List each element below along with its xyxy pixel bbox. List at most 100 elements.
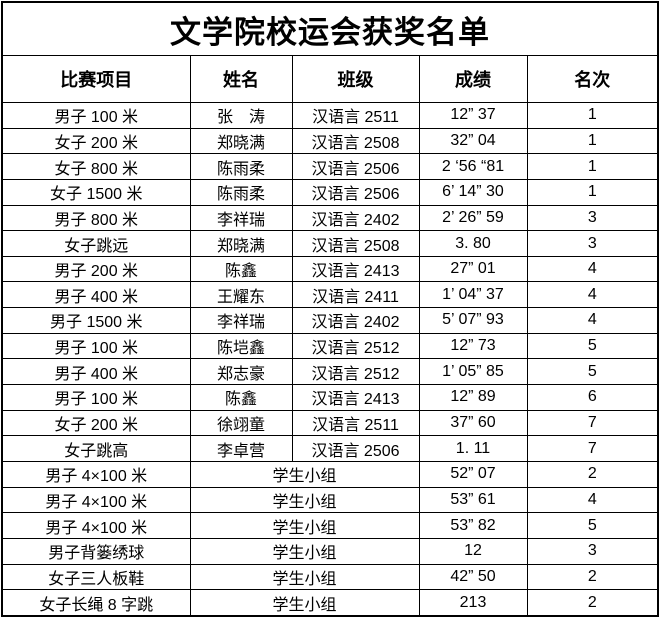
header-rank: 名次 <box>526 55 659 103</box>
score-cell: 53” 61 <box>418 486 528 514</box>
table-row: 男子 100 米陈鑫 汉语言 2413 12” 89 6 <box>1 384 659 411</box>
event-cell: 女子跳高 <box>1 435 191 462</box>
rank-cell: 4 <box>526 486 659 514</box>
table-row: 男子 200 米陈鑫 汉语言 2413 27” 01 4 <box>1 255 659 283</box>
table-row: 女子 800 米陈雨柔 汉语言 2506 2 ‘56 “81 1 <box>1 153 659 180</box>
class-cell: 汉语言 2411 <box>291 281 420 309</box>
page-title: 文学院校运会获奖名单 <box>1 1 659 56</box>
event-cell: 男子 400 米 <box>1 281 191 309</box>
group-cell: 学生小组 <box>189 563 420 591</box>
score-cell: 12” 89 <box>418 384 528 411</box>
score-cell: 5’ 07” 93 <box>418 307 528 334</box>
header-name: 姓名 <box>189 55 293 103</box>
class-cell: 汉语言 2511 <box>291 102 420 129</box>
class-cell: 汉语言 2512 <box>291 358 420 386</box>
header-event: 比赛项目 <box>1 55 191 103</box>
name-cell: 郑志豪 <box>189 358 293 386</box>
rank-cell: 2 <box>526 460 659 488</box>
event-cell: 女子跳远 <box>1 230 191 257</box>
name-cell: 陈雨柔 <box>189 178 293 206</box>
event-cell: 男子 100 米 <box>1 332 191 360</box>
group-cell: 学生小组 <box>189 486 420 514</box>
score-cell: 2’ 26” 59 <box>418 204 528 232</box>
table-row: 男子 1500 米李祥瑞 汉语言 2402 5’ 07” 93 4 <box>1 307 659 334</box>
name-cell: 郑晓满 <box>189 127 293 155</box>
table-row: 男子 100 米陈垲鑫 汉语言 2512 12” 73 5 <box>1 332 659 360</box>
score-cell: 1. 11 <box>418 435 528 462</box>
name-cell: 陈鑫 <box>189 384 293 411</box>
rank-cell: 1 <box>526 153 659 180</box>
score-cell: 1’ 04” 37 <box>418 281 528 309</box>
rank-cell: 7 <box>526 435 659 462</box>
table-row: 男子 4×100 米学生小组 53” 82 5 <box>1 512 659 539</box>
rank-cell: 2 <box>526 589 659 617</box>
table-row: 男子 4×100 米学生小组 53” 61 4 <box>1 486 659 514</box>
class-cell: 汉语言 2402 <box>291 307 420 334</box>
event-cell: 男子 200 米 <box>1 255 191 283</box>
score-cell: 213 <box>418 589 528 617</box>
table-row: 女子长绳 8 字跳 学生小组 213 2 <box>1 589 659 617</box>
rank-cell: 4 <box>526 307 659 334</box>
class-cell: 汉语言 2506 <box>291 153 420 180</box>
score-cell: 2 ‘56 “81 <box>418 153 528 180</box>
event-cell: 男子 400 米 <box>1 358 191 386</box>
rank-cell: 5 <box>526 358 659 386</box>
header-class: 班级 <box>291 55 420 103</box>
rank-cell: 2 <box>526 563 659 591</box>
table-row: 女子 1500 米陈雨柔 汉语言 2506 6’ 14” 30 1 <box>1 178 659 206</box>
name-cell: 张 涛 <box>189 102 293 129</box>
name-cell: 陈鑫 <box>189 255 293 283</box>
table-row: 女子 200 米郑晓满 汉语言 2508 32” 04 1 <box>1 127 659 155</box>
score-cell: 52” 07 <box>418 460 528 488</box>
table-row: 女子跳远 郑晓满 汉语言 2508 3. 80 3 <box>1 230 659 257</box>
rank-cell: 5 <box>526 512 659 539</box>
table-head: 文学院校运会获奖名单 比赛项目 姓名 班级 成绩 名次 <box>1 1 659 103</box>
class-cell: 汉语言 2512 <box>291 332 420 360</box>
table-row: 男子 800 米李祥瑞 汉语言 2402 2’ 26” 59 3 <box>1 204 659 232</box>
event-cell: 男子背篓绣球 <box>1 537 191 565</box>
table-row: 女子跳高 李卓营 汉语言 2506 1. 11 7 <box>1 435 659 462</box>
score-cell: 27” 01 <box>418 255 528 283</box>
table-row: 女子 200 米徐翊童 汉语言 2511 37” 60 7 <box>1 409 659 437</box>
class-cell: 汉语言 2511 <box>291 409 420 437</box>
score-cell: 6’ 14” 30 <box>418 178 528 206</box>
header-row: 比赛项目 姓名 班级 成绩 名次 <box>1 55 659 103</box>
name-cell: 陈雨柔 <box>189 153 293 180</box>
name-cell: 王耀东 <box>189 281 293 309</box>
event-cell: 女子三人板鞋 <box>1 563 191 591</box>
table-row: 男子 100 米张 涛汉语言 2511 12” 37 1 <box>1 102 659 129</box>
class-cell: 汉语言 2413 <box>291 384 420 411</box>
rank-cell: 6 <box>526 384 659 411</box>
score-cell: 1’ 05” 85 <box>418 358 528 386</box>
name-cell: 李祥瑞 <box>189 204 293 232</box>
name-cell: 李卓营 <box>189 435 293 462</box>
rank-cell: 3 <box>526 204 659 232</box>
table-body: 男子 100 米张 涛汉语言 2511 12” 37 1 女子 200 米郑晓满 汉语言… <box>1 102 659 617</box>
score-cell: 12” 73 <box>418 332 528 360</box>
class-cell: 汉语言 2506 <box>291 435 420 462</box>
group-cell: 学生小组 <box>189 512 420 539</box>
table-row: 男子背篓绣球 学生小组 12 3 <box>1 537 659 565</box>
event-cell: 男子 1500 米 <box>1 307 191 334</box>
class-cell: 汉语言 2413 <box>291 255 420 283</box>
event-cell: 女子 1500 米 <box>1 178 191 206</box>
rank-cell: 1 <box>526 178 659 206</box>
header-score: 成绩 <box>418 55 528 103</box>
rank-cell: 4 <box>526 255 659 283</box>
event-cell: 女子长绳 8 字跳 <box>1 589 191 617</box>
group-cell: 学生小组 <box>189 589 420 617</box>
event-cell: 男子 100 米 <box>1 384 191 411</box>
table-row: 女子三人板鞋 学生小组 42” 50 2 <box>1 563 659 591</box>
score-cell: 53” 82 <box>418 512 528 539</box>
event-cell: 男子 100 米 <box>1 102 191 129</box>
rank-cell: 4 <box>526 281 659 309</box>
name-cell: 陈垲鑫 <box>189 332 293 360</box>
class-cell: 汉语言 2402 <box>291 204 420 232</box>
score-cell: 3. 80 <box>418 230 528 257</box>
score-cell: 12 <box>418 537 528 565</box>
table-row: 男子 400 米王耀东 汉语言 2411 1’ 04” 37 4 <box>1 281 659 309</box>
name-cell: 徐翊童 <box>189 409 293 437</box>
table-row: 男子 400 米郑志豪 汉语言 2512 1’ 05” 85 5 <box>1 358 659 386</box>
event-cell: 女子 200 米 <box>1 127 191 155</box>
